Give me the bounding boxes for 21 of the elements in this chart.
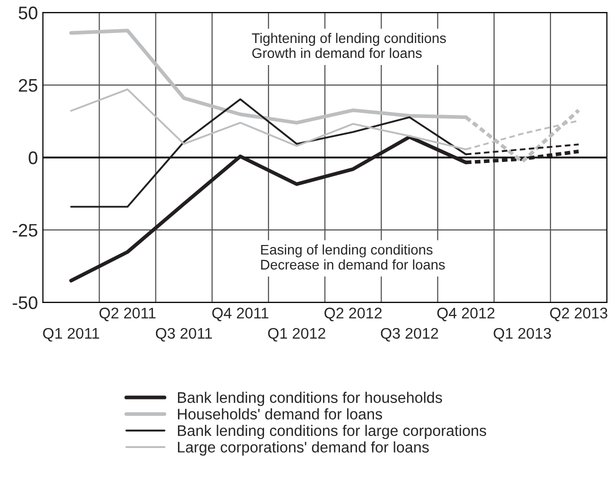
- x-tick-label: Q1 2012: [268, 328, 326, 342]
- x-tick-label: Q3 2011: [156, 328, 212, 342]
- annotation: Easing of lending conditions Decrease in demand for loans: [261, 244, 445, 270]
- x-tick-label: Q3 2012: [380, 328, 438, 342]
- y-tick-label: -50: [12, 296, 38, 310]
- x-tick-label: Q4 2012: [437, 308, 494, 322]
- y-tick-label: 0: [28, 151, 38, 164]
- x-tick-label: Q2 2013: [550, 308, 608, 322]
- x-tick-label: Q1 2011: [43, 328, 100, 342]
- x-tick-label: Q2 2012: [324, 308, 382, 322]
- x-tick-label: Q2 2011: [99, 308, 156, 322]
- x-tick-label: Q4 2011: [212, 308, 268, 322]
- y-tick-label: 50: [18, 6, 38, 20]
- legend-label: Households' demand for loans: [178, 408, 382, 420]
- legend-label: Bank lending conditions for large corporations: [178, 424, 486, 440]
- x-tick-label: Q1 2013: [494, 328, 551, 342]
- y-tick-label: 25: [18, 78, 38, 92]
- legend-label: Large corporations' demand for loans: [178, 441, 429, 456]
- annotation: Tightening of lending conditions Growth in demand for loans: [252, 32, 446, 58]
- y-tick-label: -25: [12, 224, 38, 237]
- legend-label: Bank lending conditions for households: [178, 392, 442, 406]
